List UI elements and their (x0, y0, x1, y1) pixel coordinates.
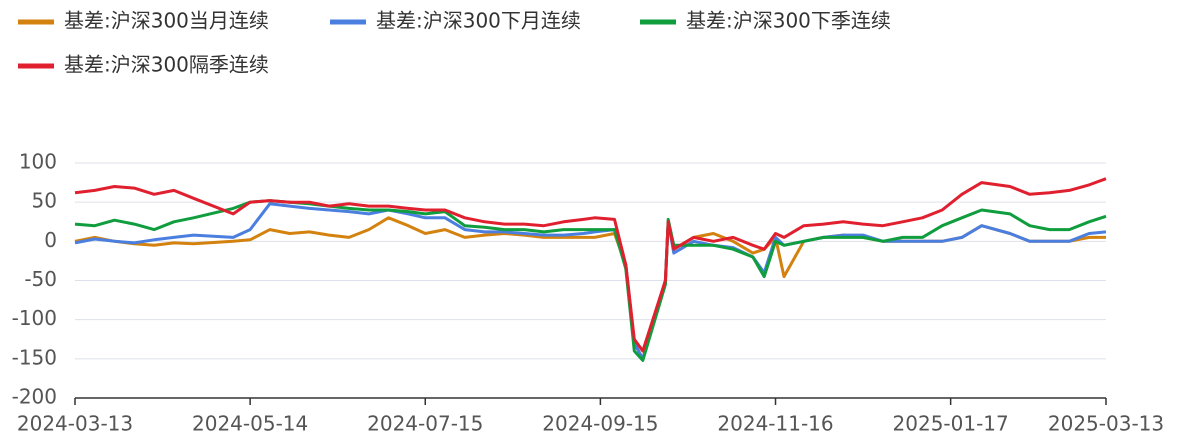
x-tick-label: 2024-09-15 (542, 412, 658, 436)
x-tick-label: 2024-11-16 (717, 412, 833, 436)
x-tick-label: 2025-03-13 (1048, 412, 1164, 436)
x-tick-label: 2024-07-15 (367, 412, 483, 436)
series-line (74, 177, 1107, 353)
y-tick-label: -50 (24, 267, 57, 291)
y-tick-label: -150 (12, 345, 57, 369)
x-tick-label: 2024-03-13 (17, 412, 133, 436)
y-tick-label: -200 (12, 385, 57, 409)
y-tick-label: -100 (12, 306, 57, 330)
legend-label: 基差:沪深300下季连续 (686, 9, 891, 33)
y-tick-label: 100 (19, 150, 57, 174)
x-tick-label: 2025-01-17 (893, 412, 1009, 436)
legend-label: 基差:沪深300下月连续 (376, 9, 581, 33)
legend-label: 基差:沪深300当月连续 (64, 9, 269, 33)
y-tick-label: 50 (32, 189, 57, 213)
series-line (74, 202, 1107, 361)
y-tick-label: 0 (44, 228, 57, 252)
x-tick-label: 2024-05-14 (192, 412, 308, 436)
legend-label: 基差:沪深300隔季连续 (64, 53, 269, 77)
